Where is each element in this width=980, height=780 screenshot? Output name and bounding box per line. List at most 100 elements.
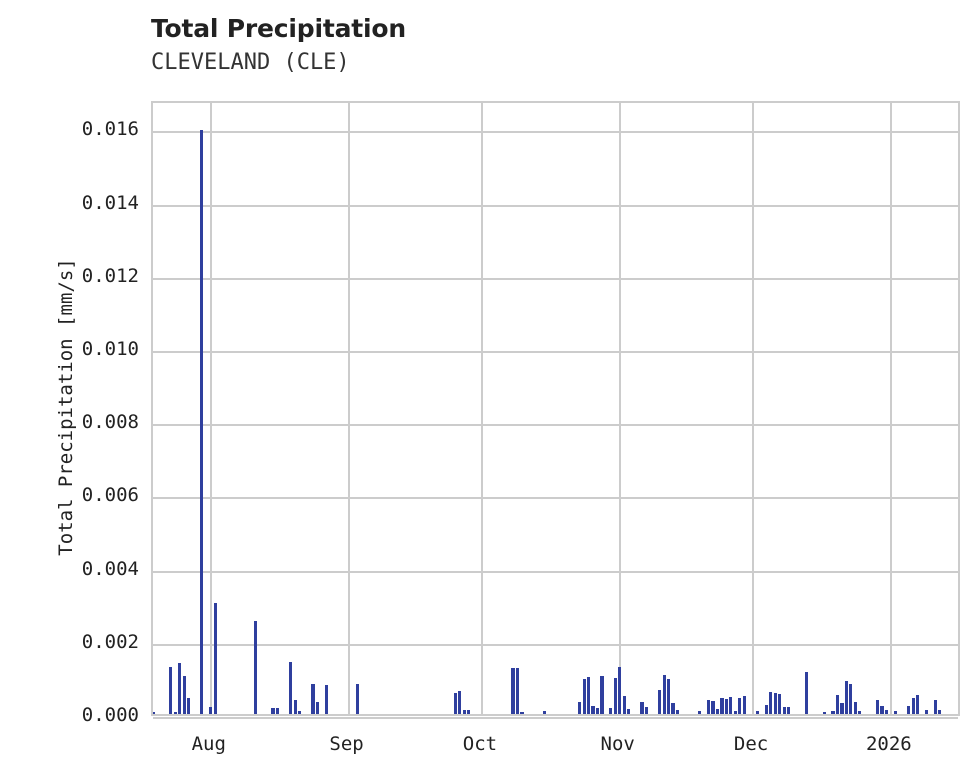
bar <box>938 709 942 714</box>
gridline-vertical <box>889 103 892 714</box>
bar <box>542 710 546 714</box>
x-tick-label: Sep <box>329 733 364 755</box>
gridline-vertical <box>209 103 212 714</box>
bar <box>627 709 631 714</box>
bar <box>458 691 462 714</box>
y-axis-label: Total Precipitation [mm/s] <box>55 258 77 556</box>
bar <box>178 663 182 714</box>
gridline-horizontal <box>153 131 958 134</box>
bar <box>173 712 177 714</box>
bar <box>613 678 617 714</box>
chart-title: Total Precipitation <box>151 14 406 43</box>
bar <box>707 700 711 714</box>
bar <box>315 702 320 714</box>
gridline-horizontal <box>153 643 958 646</box>
bar <box>924 710 929 714</box>
y-tick-label: 0.010 <box>81 337 139 360</box>
bar <box>595 707 600 714</box>
x-tick-label: Aug <box>191 733 226 755</box>
bar <box>933 699 937 714</box>
bar <box>324 685 328 714</box>
bar <box>667 679 671 714</box>
bar <box>644 707 648 714</box>
bar <box>880 705 884 714</box>
gridline-horizontal <box>153 424 958 427</box>
bar <box>742 696 746 714</box>
gridline-vertical <box>618 103 621 714</box>
bar <box>622 696 626 714</box>
bar <box>182 675 186 714</box>
bar <box>858 710 862 714</box>
bar <box>253 621 257 714</box>
x-tick-label: Oct <box>462 733 498 755</box>
bar <box>822 711 826 714</box>
gridline-horizontal <box>153 204 958 207</box>
x-tick-label: 2026 <box>865 733 912 755</box>
bar <box>804 671 808 714</box>
y-tick-label: 0.002 <box>81 630 139 653</box>
bar <box>289 662 293 714</box>
y-tick-label: 0.014 <box>81 191 139 214</box>
bar <box>733 710 737 714</box>
bar <box>298 711 302 714</box>
bar <box>271 707 275 714</box>
bar <box>453 693 457 714</box>
bar <box>209 707 213 714</box>
chart-subtitle: CLEVELAND (CLE) <box>151 50 350 75</box>
bar <box>618 666 622 714</box>
bar <box>778 694 782 714</box>
bar <box>724 699 728 714</box>
bar <box>720 697 724 714</box>
bar <box>275 708 280 714</box>
bar <box>907 706 911 714</box>
gridline-vertical <box>480 103 483 714</box>
bar <box>186 697 191 714</box>
bar <box>893 711 897 714</box>
bar <box>200 130 204 714</box>
bar <box>875 699 880 714</box>
bar <box>835 694 840 714</box>
bar <box>675 709 680 714</box>
bar <box>587 676 591 714</box>
y-tick-label: 0.006 <box>81 484 139 507</box>
bar <box>715 708 720 714</box>
x-tick-label: Nov <box>600 733 635 755</box>
bar <box>884 710 889 714</box>
bar <box>293 700 297 714</box>
bar <box>355 684 360 714</box>
bar <box>311 683 315 714</box>
plot-area <box>151 101 960 719</box>
y-tick-label: 0.012 <box>81 264 139 287</box>
bar <box>773 693 777 714</box>
bar <box>169 667 173 714</box>
bar <box>738 698 742 714</box>
bar <box>787 707 791 714</box>
bar <box>840 702 844 714</box>
bar <box>764 705 768 714</box>
y-tick-label: 0.008 <box>81 411 139 434</box>
gridline-vertical <box>752 103 755 714</box>
bar <box>729 696 733 714</box>
y-tick-label: 0.016 <box>81 118 139 141</box>
gridline-horizontal <box>153 497 958 500</box>
bar <box>915 695 920 714</box>
bar <box>213 603 217 714</box>
bar <box>658 690 662 714</box>
bar <box>640 701 644 714</box>
x-tick-label: Dec <box>733 733 769 755</box>
bar <box>578 702 582 714</box>
bar <box>591 706 595 714</box>
bar <box>662 675 666 714</box>
gridline-horizontal <box>153 570 958 573</box>
bar <box>782 706 786 714</box>
bar-series <box>153 103 958 714</box>
bar <box>671 703 675 714</box>
bar <box>462 709 466 714</box>
gridline-horizontal <box>153 277 958 280</box>
bar <box>600 675 604 714</box>
bar <box>609 708 613 714</box>
y-tick-label: 0.000 <box>81 704 139 726</box>
gridline-horizontal <box>153 717 958 719</box>
bar <box>831 711 835 714</box>
